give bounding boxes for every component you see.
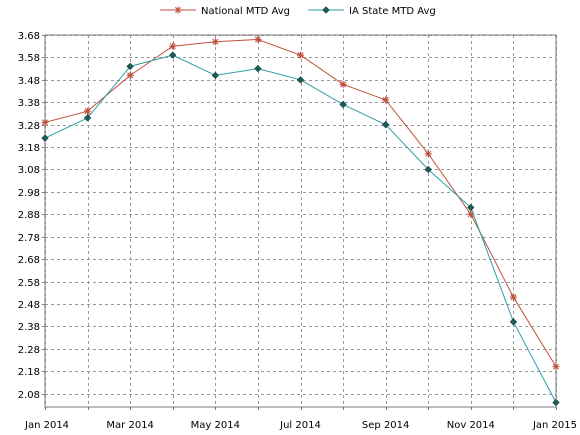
series-line [44,38,557,367]
y-tick-label: 3.18 [18,143,40,154]
data-point [211,38,219,46]
x-tick-label: Jul 2014 [279,420,321,431]
y-tick-label: 3.38 [18,98,40,109]
data-point [126,62,134,70]
data-point [254,64,262,73]
data-point [424,150,432,158]
data-point [509,293,517,301]
data-point [41,134,49,142]
series-line [44,54,557,403]
legend-label: National MTD Avg [201,6,290,17]
x-tick-label: Jan 2015 [532,420,577,431]
x-tick-label: May 2014 [191,420,240,431]
legend-item: National MTD Avg [160,6,290,17]
y-tick-label: 2.08 [18,390,40,401]
data-point [169,51,177,59]
data-point [169,42,177,50]
data-point [424,165,432,174]
data-point [382,121,390,129]
data-point [552,398,560,407]
data-point [467,203,475,212]
series-lines [41,35,560,407]
y-tick-label: 2.78 [18,233,40,244]
axes: 2.08 2.18 2.28 2.38 2.48 2.58 2.68 2.78 2.88 2.98… [18,31,577,431]
x-tick-label: Sep 2014 [362,420,409,431]
legend-label: IA State MTD Avg [349,6,436,17]
legend-item: IA State MTD Avg [308,6,436,17]
y-tick-label: 2.58 [18,278,40,289]
y-tick-label: 2.18 [18,367,40,378]
data-point [84,107,92,115]
y-tick-label: 2.68 [18,255,40,266]
y-tick-label: 3.08 [18,165,40,176]
y-tick-label: 2.28 [18,345,40,356]
data-point [297,51,304,59]
data-point [552,363,560,371]
series-1 [41,51,560,407]
data-point [296,76,305,84]
data-point [509,318,518,326]
x-tick-label: Jan 2014 [24,420,69,431]
data-point [126,71,134,79]
y-tick-label: 2.88 [18,210,40,221]
y-tick-label: 3.58 [18,53,40,64]
data-point [382,96,390,104]
y-tick-label: 2.48 [18,300,40,311]
x-tick-label: Nov 2014 [447,420,495,431]
y-tick-label: 3.68 [18,31,40,42]
data-point [339,100,347,109]
y-tick-label: 2.38 [18,322,40,333]
y-tick-label: 3.48 [18,76,40,87]
data-point [211,71,219,79]
legend-marker [174,6,182,14]
data-point [254,35,262,43]
grid-lines [45,35,557,407]
data-point [83,114,92,122]
legend-marker [322,6,330,14]
x-tick-label: Mar 2014 [106,420,154,431]
data-point [339,80,347,88]
legend: National MTD Avg IA State MTD Avg [160,6,436,17]
data-point [41,118,49,126]
plot-area [44,34,557,408]
y-tick-label: 2.98 [18,188,40,199]
y-tick-label: 3.28 [18,121,40,132]
series-0 [41,35,560,371]
